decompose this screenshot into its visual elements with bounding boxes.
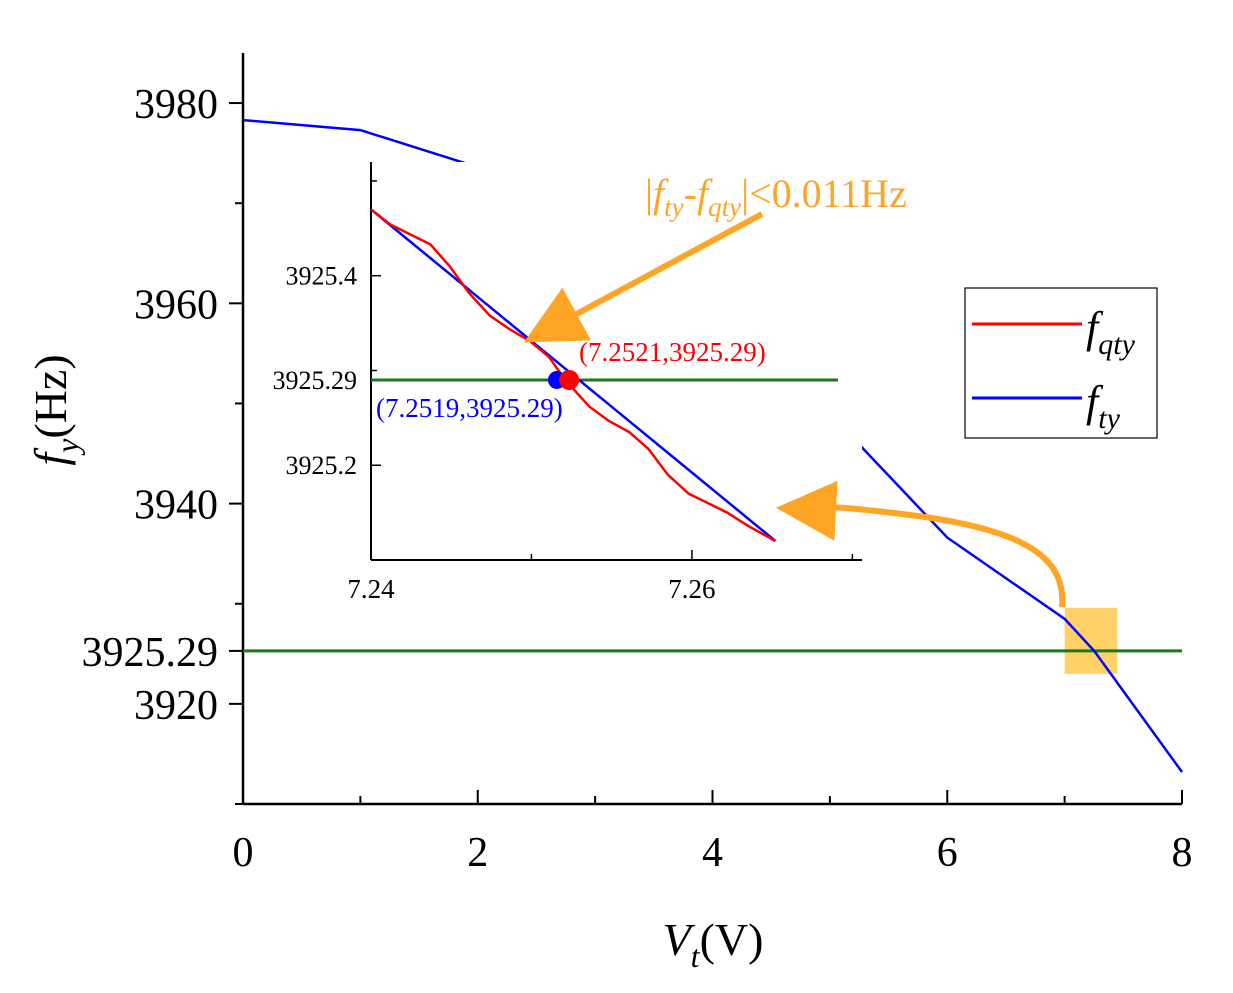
difference-arrow: [523, 211, 764, 343]
x-axis-label: Vt(V): [663, 914, 764, 974]
y-tick-label: 3940: [134, 483, 218, 529]
legend-label-qty: fqty: [1086, 303, 1136, 361]
x-axis-label-sub: t: [691, 938, 701, 974]
legend-box: [964, 287, 1158, 439]
inset-y-tick-label: 3925.29: [273, 366, 358, 395]
highlight-region: [1064, 607, 1118, 674]
inset-x-tick-label: 7.24: [347, 574, 395, 604]
legend-label-sub: ty: [1098, 402, 1120, 435]
inset-x-tick-label: 7.26: [668, 574, 715, 604]
y-axis-label-unit: (Hz): [25, 354, 76, 438]
annotation-sub1: ty: [664, 192, 684, 222]
reference-label: 3925.29: [82, 630, 219, 676]
annotation-minus: -: [684, 171, 697, 216]
y-tick-label: 3920: [134, 683, 218, 729]
y-tick-label: 3980: [134, 82, 218, 128]
inset-plot: 7.24 7.26 3925.2 3925.29 3925.4 (7.2521,3925.…: [273, 162, 862, 604]
inset-y-tick-label: 3925.2: [286, 451, 358, 480]
x-axis-label-main: V: [663, 914, 696, 965]
legend-label-sub: qty: [1098, 328, 1135, 361]
annotation-sub2: qty: [708, 192, 741, 222]
y-axis-label-sub: y: [49, 438, 85, 456]
zoom-arrow: [776, 480, 1066, 608]
point-f-qty: [559, 369, 580, 390]
annotation-bar: |: [645, 171, 653, 216]
y-axis-label: fy(Hz): [25, 354, 85, 465]
annotation-rest: |<0.011Hz: [741, 171, 907, 216]
x-axis-label-unit: (V): [700, 914, 764, 965]
x-tick-label: 4: [702, 830, 723, 876]
x-tick-label: 6: [937, 830, 958, 876]
inset-series-f_qty: [370, 208, 777, 543]
main-plot: 0 2 4 6 8 3920 3940 3960 3980 3925.29 Vt(V) fy(Hz) f…: [25, 53, 1193, 974]
inset-y-tick-label: 3925.4: [286, 262, 358, 291]
point-label-f-qty: (7.2521,3925.29): [579, 337, 766, 367]
x-tick-label: 8: [1172, 830, 1193, 876]
x-tick-label: 0: [233, 830, 254, 876]
x-tick-label: 2: [467, 830, 488, 876]
difference-annotation: |fty-fqty|<0.011Hz: [645, 171, 907, 222]
y-tick-label: 3960: [134, 282, 218, 328]
point-label-f-ty: (7.2519,3925.29): [376, 393, 563, 423]
